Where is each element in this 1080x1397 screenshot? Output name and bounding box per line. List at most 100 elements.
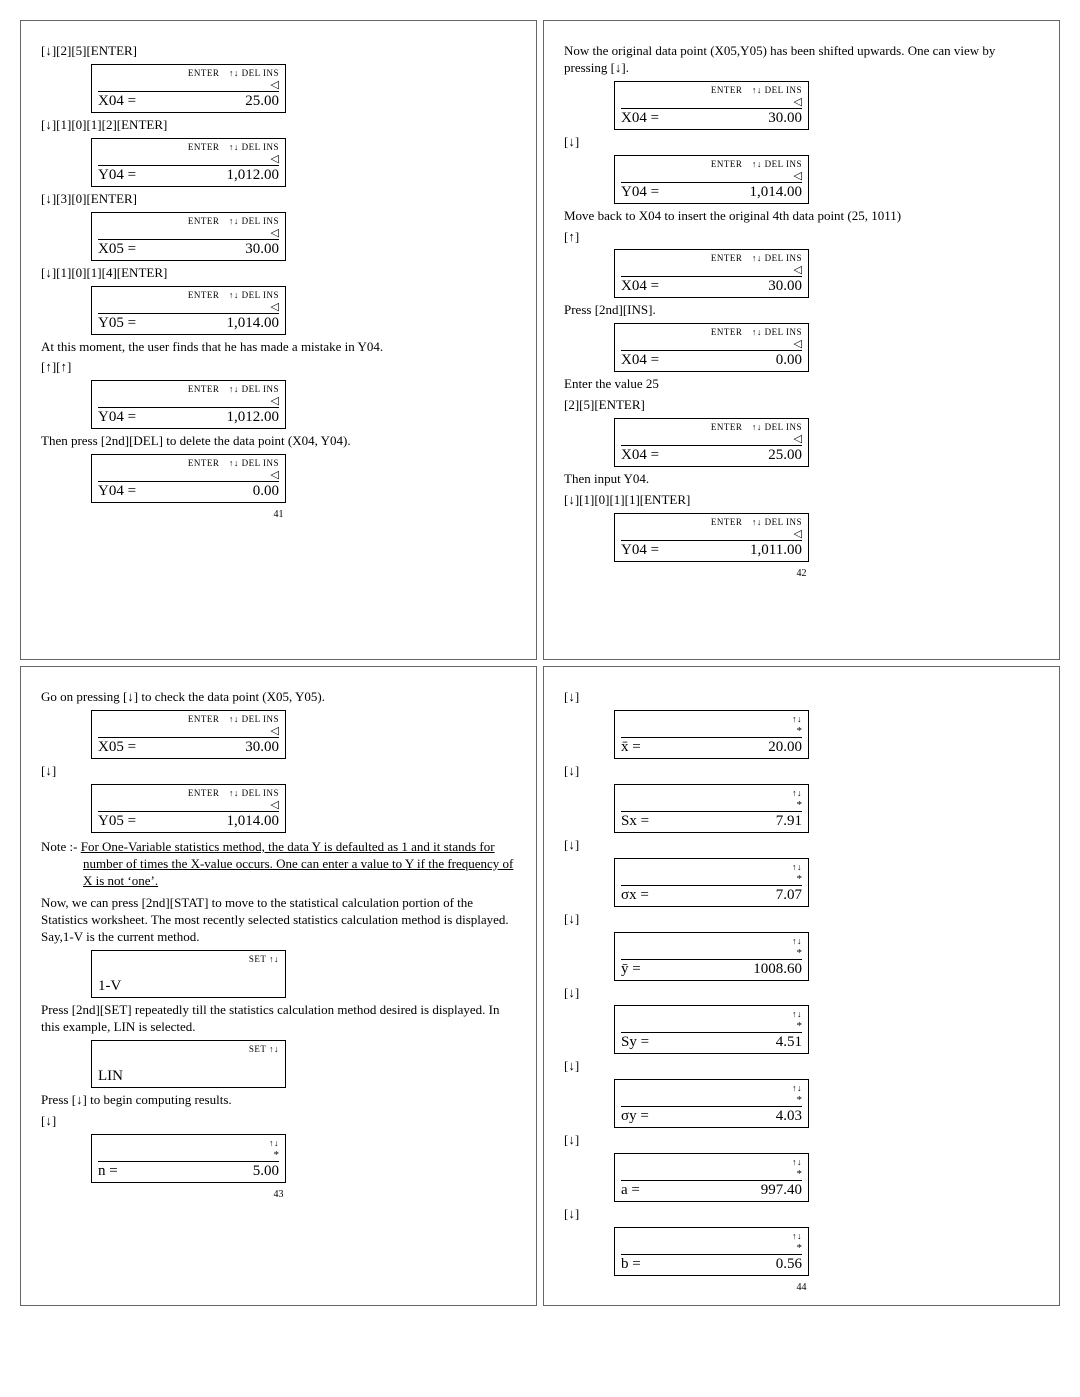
instruction-text: [↓] [564, 763, 1039, 780]
display-value: 1,014.00 [750, 184, 803, 201]
display-cursor-row: * [621, 1020, 802, 1032]
display-indicators: ENTER ↑↓ DEL INS [98, 215, 279, 227]
display-value-row: n =5.00 [98, 1161, 279, 1180]
display-cursor-row: ◁ [98, 79, 279, 91]
instruction-text: [↓] [564, 134, 1039, 151]
instruction-text: Enter the value 25 [564, 376, 1039, 393]
display-indicators: ENTER ↑↓ DEL INS [621, 326, 802, 338]
instruction-text: Move back to X04 to insert the original … [564, 208, 1039, 225]
display-label: Y05 = [98, 813, 136, 830]
display-value-row: 1-V [98, 977, 279, 995]
calculator-display: ENTER ↑↓ DEL INS◁Y05 =1,014.00 [91, 784, 286, 833]
display-cursor-row [98, 1055, 279, 1067]
display-cursor-row: ◁ [621, 338, 802, 350]
calculator-display: ↑↓*n =5.00 [91, 1134, 286, 1183]
display-indicators: ENTER ↑↓ DEL INS [98, 713, 279, 725]
display-indicators: ↑↓ [621, 935, 802, 947]
instruction-text: At this moment, the user finds that he h… [41, 339, 516, 356]
display-cursor-row: ◁ [621, 528, 802, 540]
page-grid: [↓][2][5][ENTER]ENTER ↑↓ DEL INS◁X04 =25… [20, 20, 1060, 1306]
instruction-text: [↓] [564, 1058, 1039, 1075]
display-value-row: Y04 = 1,012.00 [98, 407, 279, 426]
display-value-row: x̄ = 20.00 [621, 737, 802, 756]
display-indicators: ENTER ↑↓ DEL INS [621, 158, 802, 170]
page-43: Go on pressing [↓] to check the data poi… [20, 666, 537, 1306]
display-value-row: Y04 = 0.00 [98, 481, 279, 500]
calculator-display: ↑↓* x̄ = 20.00 [614, 710, 809, 759]
display-cursor-row: * [621, 1094, 802, 1106]
display-cursor-row: * [621, 725, 802, 737]
instruction-text: Then press [2nd][DEL] to delete the data… [41, 433, 516, 450]
calculator-display: ↑↓*b =0.56 [614, 1227, 809, 1276]
display-cursor-row: ◁ [621, 170, 802, 182]
document-sheet: [↓][2][5][ENTER]ENTER ↑↓ DEL INS◁X04 =25… [20, 20, 1060, 1306]
display-value-row: X05 =30.00 [98, 737, 279, 756]
display-label: Y04 = [98, 483, 136, 500]
calculator-display: ENTER ↑↓ DEL INS◁ Y04 = 1,014.00 [614, 155, 809, 204]
display-label: X04 = [621, 110, 659, 127]
display-indicators: ENTER ↑↓ DEL INS [621, 84, 802, 96]
calculator-display: ENTER ↑↓ DEL INS◁X04 =30.00 [614, 249, 809, 298]
display-value: 0.00 [776, 352, 802, 369]
display-indicators: ENTER ↑↓ DEL INS [98, 141, 279, 153]
display-value-row: X04 =30.00 [621, 276, 802, 295]
display-value: 4.03 [776, 1108, 802, 1125]
page-number: 43 [41, 1189, 516, 1200]
display-indicators: ↑↓ [621, 787, 802, 799]
display-label: Sx = [621, 813, 649, 830]
display-label: X05 = [98, 241, 136, 258]
instruction-text: Go on pressing [↓] to check the data poi… [41, 689, 516, 706]
display-value: 5.00 [253, 1163, 279, 1180]
display-label: Sy = [621, 1034, 649, 1051]
calculator-display: ENTER ↑↓ DEL INS◁Y05 =1,014.00 [91, 286, 286, 335]
display-value: 1008.60 [753, 961, 802, 978]
instruction-text: [↓] [564, 689, 1039, 706]
display-indicators: ENTER ↑↓ DEL INS [98, 289, 279, 301]
display-value-row: Sx = 7.91 [621, 811, 802, 830]
display-value-row: Y05 =1,014.00 [98, 313, 279, 332]
display-value-row: σy = 4.03 [621, 1106, 802, 1125]
display-label: ȳ = [621, 961, 641, 978]
instruction-text: [↓] [564, 837, 1039, 854]
instruction-text: Press [↓] to begin computing results. [41, 1092, 516, 1109]
display-indicators: ↑↓ [621, 1230, 802, 1242]
display-indicators: ENTER ↑↓ DEL INS [621, 252, 802, 264]
display-value: 0.00 [253, 483, 279, 500]
display-value-row: Y05 = 1,014.00 [98, 811, 279, 830]
display-label: X04 = [621, 447, 659, 464]
display-label: σy = [621, 1108, 649, 1125]
display-indicators: ↑↓ [98, 1137, 279, 1149]
display-value-row: ȳ = 1008.60 [621, 959, 802, 978]
display-value: 1,011.00 [750, 542, 802, 559]
display-value: 30.00 [768, 278, 802, 295]
display-label: a = [621, 1182, 640, 1199]
display-cursor-row: * [621, 947, 802, 959]
display-value: 997.40 [761, 1182, 802, 1199]
display-indicators: ↑↓ [621, 1082, 802, 1094]
display-label: Y04 = [621, 184, 659, 201]
instruction-text: [↓] [564, 1132, 1039, 1149]
display-label: Y04 = [98, 167, 136, 184]
display-label: Y04 = [98, 409, 136, 426]
display-indicators: ENTER ↑↓ DEL INS [621, 516, 802, 528]
display-value-row: Y04 = 1,011.00 [621, 540, 802, 559]
display-cursor-row [98, 965, 279, 977]
display-value: 1,014.00 [227, 315, 280, 332]
display-value: 20.00 [768, 739, 802, 756]
display-label: Y04 = [621, 542, 659, 559]
display-cursor-row: ◁ [621, 433, 802, 445]
display-label: x̄ = [621, 739, 641, 756]
display-value: 1,014.00 [227, 813, 280, 830]
calculator-display: SET ↑↓1-V [91, 950, 286, 998]
display-value-row: X04 =0.00 [621, 350, 802, 369]
instruction-text: Press [2nd][INS]. [564, 302, 1039, 319]
instruction-text: Press [2nd][SET] repeatedly till the sta… [41, 1002, 516, 1036]
display-value: 7.91 [776, 813, 802, 830]
instruction-text: [↑] [564, 229, 1039, 246]
display-value-row: X05 =30.00 [98, 239, 279, 258]
display-value-row: X04 =25.00 [621, 445, 802, 464]
display-value: 1,012.00 [227, 409, 280, 426]
display-value-row: Y04 = 1,014.00 [621, 182, 802, 201]
instruction-text: [↓][1][0][1][1][ENTER] [564, 492, 1039, 509]
display-indicators: ↑↓ [621, 713, 802, 725]
